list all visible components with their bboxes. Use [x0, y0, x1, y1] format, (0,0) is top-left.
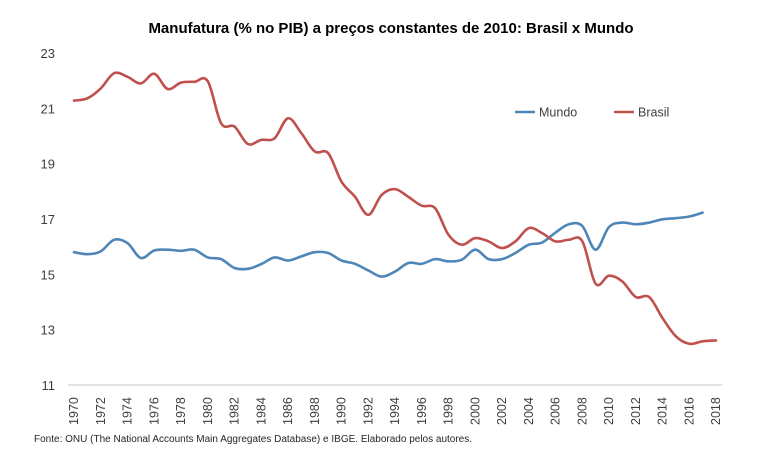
y-tick-label: 11	[42, 378, 56, 393]
x-tick-label: 2006	[549, 397, 563, 425]
x-tick-label: 1984	[254, 397, 268, 425]
x-tick-label: 1988	[308, 397, 322, 425]
series-line-mundo	[72, 211, 704, 278]
x-tick-label: 1996	[415, 397, 429, 425]
y-tick-label: 13	[41, 323, 55, 338]
x-tick-label: 1982	[228, 397, 242, 425]
legend-label: Brasil	[638, 106, 669, 120]
x-tick-label: 2010	[602, 397, 616, 425]
x-tick-label: 2000	[468, 397, 482, 425]
x-tick-label: 2012	[629, 397, 643, 425]
y-tick-label: 21	[41, 101, 55, 116]
x-tick-label: 1974	[121, 397, 135, 425]
y-tick-label: 17	[41, 212, 55, 227]
y-tick-label: 23	[41, 46, 55, 61]
legend-label: Mundo	[539, 106, 577, 120]
legend-item-mundo: Mundo	[515, 106, 577, 120]
chart-title: Manufatura (% no PIB) a preços constante…	[148, 20, 633, 37]
x-tick-label: 2018	[709, 397, 723, 425]
x-tick-label: 2004	[522, 397, 536, 425]
x-axis: 1970 1972 1974 1976 1978 1980 1982 1984 1986 1988…	[67, 397, 723, 425]
legend: Mundo Brasil	[515, 106, 669, 120]
x-tick-label: 1998	[442, 397, 456, 425]
x-tick-label: 1980	[201, 397, 215, 425]
series-line-brasil	[72, 71, 718, 346]
x-tick-label: 2002	[495, 397, 509, 425]
x-tick-label: 1992	[361, 397, 375, 425]
x-tick-label: 1990	[335, 397, 349, 425]
legend-item-brasil: Brasil	[614, 106, 669, 120]
x-tick-label: 2016	[682, 397, 696, 425]
x-tick-label: 1976	[147, 397, 161, 425]
x-tick-label: 1986	[281, 397, 295, 425]
x-tick-label: 1972	[94, 397, 108, 425]
x-tick-label: 1994	[388, 397, 402, 425]
y-axis: 23 21 19 17 15 13 11	[41, 46, 55, 393]
y-tick-label: 19	[41, 157, 55, 172]
x-tick-label: 1978	[174, 397, 188, 425]
x-tick-label: 2008	[575, 397, 589, 425]
x-tick-label: 1970	[67, 397, 81, 425]
series-group	[72, 71, 718, 346]
source-note: Fonte: ONU (The National Accounts Main A…	[34, 434, 473, 445]
x-tick-label: 2014	[656, 397, 670, 425]
y-tick-label: 15	[41, 267, 55, 282]
